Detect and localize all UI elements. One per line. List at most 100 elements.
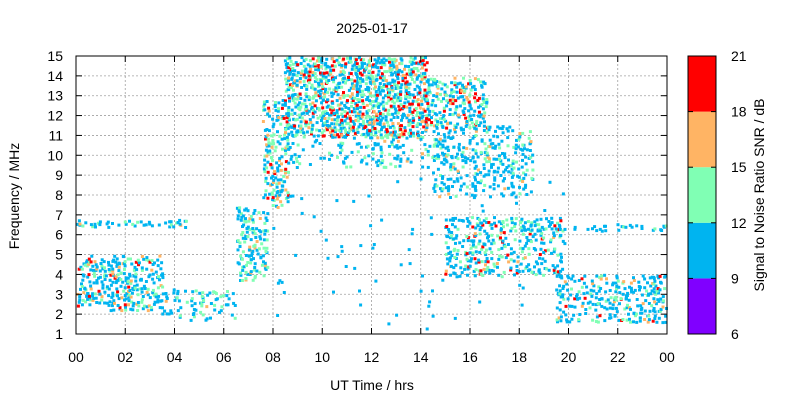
snr-point <box>594 320 598 323</box>
snr-point <box>465 234 469 238</box>
snr-point <box>237 208 241 212</box>
snr-point <box>612 300 616 304</box>
snr-point <box>265 219 269 222</box>
snr-point <box>319 65 323 69</box>
snr-point <box>546 248 550 252</box>
snr-point <box>481 93 485 97</box>
snr-point <box>247 219 251 223</box>
snr-point <box>497 142 501 146</box>
snr-point <box>321 110 325 114</box>
snr-point <box>641 274 645 278</box>
snr-point <box>503 177 506 181</box>
snr-point <box>141 307 145 311</box>
snr-point <box>411 120 415 124</box>
snr-point <box>462 98 466 102</box>
snr-point <box>491 269 495 273</box>
snr-point <box>384 79 388 83</box>
snr-point <box>272 188 276 192</box>
snr-point <box>285 124 289 128</box>
snr-point <box>491 162 495 166</box>
snr-point <box>419 113 423 117</box>
snr-point <box>325 71 329 75</box>
snr-point <box>481 209 485 213</box>
snr-point <box>137 261 141 265</box>
snr-point <box>338 103 342 107</box>
snr-point <box>343 156 347 160</box>
snr-point <box>115 287 119 291</box>
snr-point <box>327 79 331 82</box>
snr-point <box>319 79 323 83</box>
snr-point <box>348 110 352 114</box>
snr-point <box>494 224 498 228</box>
snr-point <box>126 276 130 280</box>
snr-point <box>267 109 271 113</box>
snr-point <box>266 229 270 233</box>
snr-point <box>432 80 436 84</box>
snr-point <box>511 185 515 189</box>
snr-point <box>97 276 100 280</box>
snr-point <box>330 153 334 157</box>
snr-point <box>302 59 306 63</box>
snr-point <box>476 98 480 102</box>
snr-point <box>658 309 662 313</box>
snr-point <box>415 114 419 118</box>
snr-point <box>284 188 288 192</box>
snr-point <box>473 175 477 179</box>
snr-point <box>266 182 270 186</box>
snr-point <box>453 127 456 131</box>
snr-point <box>301 148 305 152</box>
snr-point <box>124 279 128 283</box>
snr-point <box>431 314 435 318</box>
snr-point <box>178 218 182 222</box>
snr-point <box>485 151 489 155</box>
snr-point <box>263 193 267 197</box>
snr-point <box>542 227 546 231</box>
snr-point <box>549 240 553 244</box>
snr-point <box>626 291 630 295</box>
snr-point <box>371 77 375 81</box>
y-tick-label: 15 <box>47 48 63 64</box>
snr-point <box>400 62 404 66</box>
snr-point <box>298 162 302 166</box>
snr-point <box>177 299 181 303</box>
snr-point <box>336 155 339 159</box>
snr-point <box>279 122 283 126</box>
snr-point <box>426 80 430 84</box>
snr-point <box>445 99 449 103</box>
snr-point <box>287 106 291 109</box>
snr-point <box>513 222 517 226</box>
snr-point <box>136 258 140 262</box>
snr-point <box>280 137 284 141</box>
snr-point <box>334 86 338 90</box>
snr-point <box>469 159 473 163</box>
snr-point <box>337 61 341 65</box>
snr-point <box>290 130 294 134</box>
snr-point <box>420 77 424 81</box>
snr-point <box>161 274 165 278</box>
snr-point <box>652 307 656 310</box>
snr-point <box>325 119 329 123</box>
snr-point <box>266 112 270 116</box>
snr-point <box>262 211 266 215</box>
snr-point <box>522 171 526 175</box>
snr-point <box>428 109 432 113</box>
snr-point <box>86 292 90 295</box>
snr-point <box>328 124 332 128</box>
snr-point <box>487 268 491 272</box>
snr-point <box>117 269 121 273</box>
snr-point <box>133 224 137 228</box>
snr-point <box>378 82 382 85</box>
snr-point <box>338 151 342 155</box>
snr-point <box>611 307 615 311</box>
snr-point <box>101 286 105 290</box>
snr-point <box>459 95 463 99</box>
snr-point <box>493 146 497 150</box>
snr-point <box>608 313 612 317</box>
snr-point <box>87 262 91 266</box>
snr-point <box>379 145 383 149</box>
snr-point <box>347 78 351 81</box>
snr-point <box>605 277 608 281</box>
snr-point <box>369 224 373 228</box>
snr-point <box>468 221 472 225</box>
snr-point <box>241 231 245 234</box>
